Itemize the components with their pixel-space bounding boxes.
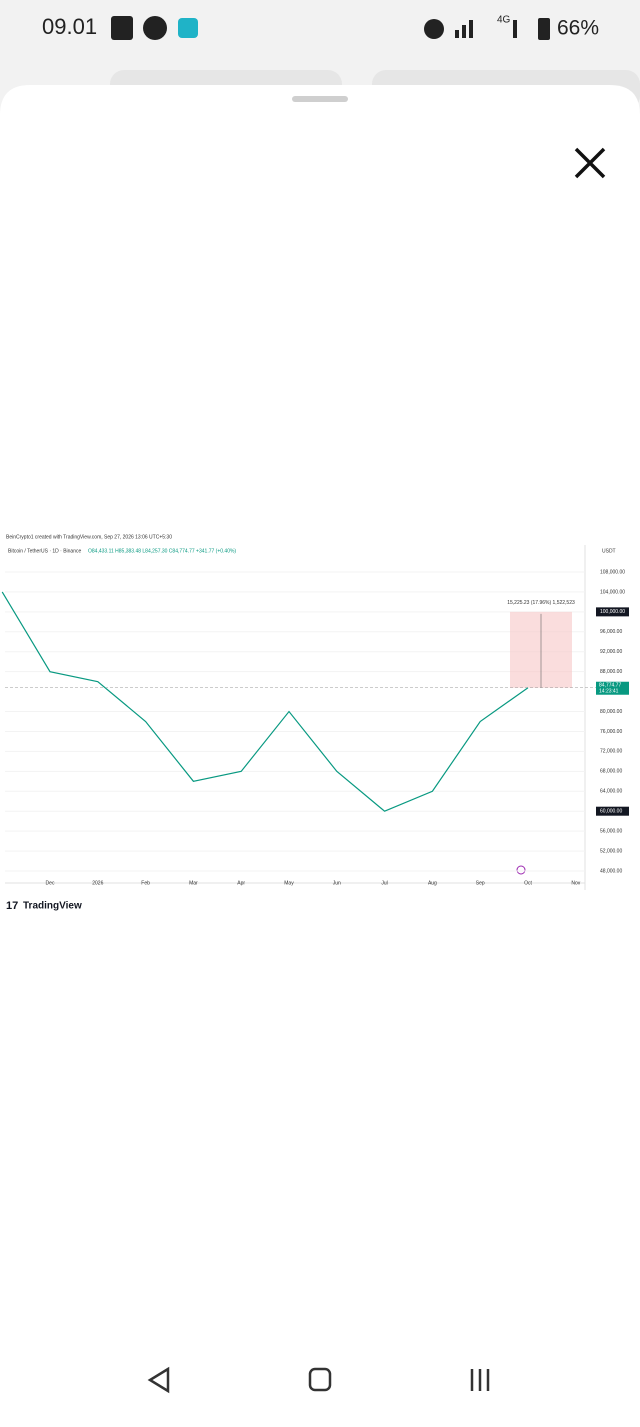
x-tick-label: Dec [46,880,55,886]
sheet-handle[interactable] [292,96,348,102]
nav-home[interactable] [308,1367,332,1392]
x-tick-label: Feb [141,880,150,886]
battery-icon [538,18,550,40]
symbol: Bitcoin / TetherUS · 1D · Binance [8,548,81,554]
y-tick-label: 72,000.00 [600,749,622,755]
clock: 09.01 [42,14,97,39]
y-tick-label: 56,000.00 [600,828,622,834]
signal [513,20,517,38]
price-countdown: 14:23:41 [599,689,619,695]
y-tick-label: 88,000.00 [600,669,622,675]
y-tick-label: 80,000.00 [600,709,622,715]
y-tick-label: 52,000.00 [600,848,622,854]
level-marker [596,806,629,816]
nav-recents[interactable] [470,1369,490,1391]
sheet [0,85,640,1422]
price-box [596,681,629,695]
y-tick-label: 64,000.00 [600,789,622,795]
x-tick-label: Apr [237,880,245,886]
shop-icon [178,18,198,38]
y-tick-label: 92,000.00 [600,649,622,655]
ohlc: O84,433.11 H85,383.48 L84,257.30 C84,774… [88,548,236,554]
target-label: 15,225.23 (17.96%) 1,522,523 [507,600,575,606]
y-tick-label: 104,000.00 [600,589,625,595]
x-tick-label: Oct [524,880,532,886]
y-tick-label: 60,000.00 [600,809,622,815]
signal [462,25,466,38]
y-tick-label: 100,000.00 [600,609,625,615]
x-tick-label: Sep [476,880,485,886]
y-tick-label: 96,000.00 [600,629,622,635]
network-type: 4G [497,15,511,26]
x-tick-label: May [284,880,294,886]
x-tick-label: Aug [428,880,437,886]
y-tick-label: 48,000.00 [600,868,622,874]
nav-back[interactable] [147,1366,170,1394]
facebook-icon [143,16,167,40]
close-button[interactable] [574,147,606,179]
tv-logo: 17 [6,900,18,912]
x-tick-label: Mar [189,880,198,886]
chart-header: BeinCrypto1 created with TradingView.com… [6,534,172,540]
price-series [1,591,529,812]
level-marker [596,607,629,617]
brand: TradingView [23,901,82,912]
event-icon [516,865,526,875]
y-tick-label: 76,000.00 [600,729,622,735]
x-tick-label: 2026 [92,880,103,886]
battery-level: 66% [557,17,599,40]
y-tick-label: 108,000.00 [600,569,625,575]
signal [469,20,473,38]
x-tick-label: Jul [381,880,387,886]
currency: USDT [602,548,616,554]
x-tick-label: Jun [333,880,341,886]
x-tick-label: Nov [571,880,580,886]
price-label: 84,774.77 [599,683,621,689]
y-tick-label: 68,000.00 [600,769,622,775]
alarm-icon [424,19,444,39]
signal [455,30,459,38]
app-icon [111,16,133,40]
